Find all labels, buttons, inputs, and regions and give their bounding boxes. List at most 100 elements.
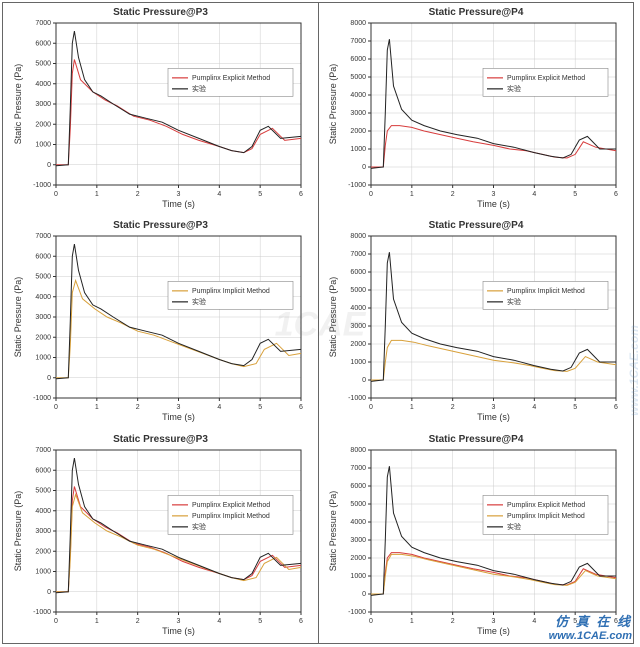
- svg-text:2000: 2000: [35, 335, 51, 342]
- svg-text:0: 0: [54, 618, 58, 625]
- svg-text:6: 6: [299, 404, 303, 411]
- svg-text:Time (s): Time (s): [162, 412, 195, 422]
- svg-text:6000: 6000: [35, 40, 51, 47]
- svg-text:Static Pressure (Pa): Static Pressure (Pa): [13, 277, 23, 358]
- legend-box: [168, 282, 293, 310]
- svg-text:5000: 5000: [35, 274, 51, 281]
- svg-text:4000: 4000: [350, 92, 366, 99]
- chart-svg: 0123456-10000100020003000400050006000700…: [326, 231, 626, 426]
- svg-text:3: 3: [492, 404, 496, 411]
- svg-text:Static Pressure (Pa): Static Pressure (Pa): [13, 64, 23, 145]
- chart-cell: Static Pressure@P40123456-10000100020003…: [318, 430, 633, 643]
- legend-label: 实验: [192, 297, 206, 306]
- svg-text:-1000: -1000: [33, 395, 51, 402]
- legend-label: 实验: [507, 84, 521, 93]
- svg-text:8000: 8000: [350, 447, 366, 454]
- chart-grid: Static Pressure@P30123456-10000100020003…: [2, 2, 634, 644]
- legend-label: 实验: [507, 297, 521, 306]
- svg-text:1: 1: [410, 618, 414, 625]
- chart-title: Static Pressure@P3: [5, 220, 316, 231]
- svg-text:0: 0: [369, 404, 373, 411]
- svg-text:4000: 4000: [35, 81, 51, 88]
- chart-svg: 0123456-10000100020003000400050006000700…: [11, 18, 311, 213]
- svg-text:8000: 8000: [350, 233, 366, 240]
- svg-text:6000: 6000: [350, 56, 366, 63]
- svg-text:0: 0: [369, 618, 373, 625]
- legend-label: 实验: [192, 522, 206, 531]
- svg-text:1000: 1000: [350, 146, 366, 153]
- svg-text:2: 2: [451, 404, 455, 411]
- svg-text:0: 0: [362, 377, 366, 384]
- svg-text:3000: 3000: [350, 537, 366, 544]
- svg-text:0: 0: [47, 375, 51, 382]
- svg-text:-1000: -1000: [33, 182, 51, 189]
- svg-text:6: 6: [614, 404, 618, 411]
- svg-text:4000: 4000: [350, 519, 366, 526]
- svg-text:5000: 5000: [350, 74, 366, 81]
- svg-text:2: 2: [135, 404, 139, 411]
- svg-text:5000: 5000: [350, 501, 366, 508]
- svg-text:0: 0: [54, 191, 58, 198]
- svg-text:4000: 4000: [35, 507, 51, 514]
- svg-text:2: 2: [135, 191, 139, 198]
- svg-text:4: 4: [532, 191, 536, 198]
- footer-stamp: 仿 真 在 线 www.1CAE.com: [549, 614, 632, 643]
- legend-label: Pumplinx Explicit Method: [192, 75, 270, 82]
- svg-text:1: 1: [410, 404, 414, 411]
- svg-text:5: 5: [258, 618, 262, 625]
- legend-label: Pumplinx Implicit Method: [192, 513, 270, 520]
- svg-text:0: 0: [362, 164, 366, 171]
- legend-label: Pumplinx Implicit Method: [192, 288, 270, 295]
- svg-text:4: 4: [217, 404, 221, 411]
- svg-text:6000: 6000: [35, 254, 51, 261]
- svg-text:Time (s): Time (s): [477, 412, 510, 422]
- svg-text:5000: 5000: [35, 61, 51, 68]
- svg-text:7000: 7000: [35, 233, 51, 240]
- svg-text:5000: 5000: [350, 287, 366, 294]
- chart-cell: Static Pressure@P40123456-10000100020003…: [318, 216, 633, 429]
- chart-cell: Static Pressure@P40123456-10000100020003…: [318, 3, 633, 216]
- svg-text:6: 6: [299, 191, 303, 198]
- svg-text:2: 2: [451, 191, 455, 198]
- svg-text:2000: 2000: [35, 548, 51, 555]
- svg-text:1000: 1000: [35, 355, 51, 362]
- chart-svg: 0123456-10000100020003000400050006000700…: [11, 231, 311, 426]
- svg-text:7000: 7000: [350, 251, 366, 258]
- svg-text:7000: 7000: [350, 465, 366, 472]
- legend-label: 实验: [192, 84, 206, 93]
- footer-url: www.1CAE.com: [549, 630, 632, 643]
- chart-title: Static Pressure@P4: [321, 434, 631, 445]
- legend-label: Pumplinx Implicit Method: [507, 513, 585, 520]
- chart-title: Static Pressure@P4: [321, 220, 631, 231]
- legend-box: [483, 68, 608, 96]
- svg-text:2: 2: [451, 618, 455, 625]
- svg-text:Static Pressure (Pa): Static Pressure (Pa): [328, 277, 338, 358]
- legend-label: Pumplinx Explicit Method: [507, 502, 585, 509]
- svg-text:5: 5: [258, 404, 262, 411]
- chart-title: Static Pressure@P3: [5, 434, 316, 445]
- svg-text:3: 3: [492, 191, 496, 198]
- svg-text:0: 0: [54, 404, 58, 411]
- svg-text:-1000: -1000: [348, 609, 366, 616]
- legend-label: 实验: [507, 522, 521, 531]
- svg-text:3: 3: [492, 618, 496, 625]
- svg-text:3000: 3000: [35, 528, 51, 535]
- footer-cn: 仿 真 在 线: [549, 614, 632, 630]
- svg-text:-1000: -1000: [33, 609, 51, 616]
- svg-text:7000: 7000: [35, 20, 51, 27]
- svg-text:3000: 3000: [350, 110, 366, 117]
- svg-text:5: 5: [573, 191, 577, 198]
- svg-text:1000: 1000: [35, 568, 51, 575]
- svg-text:Static Pressure (Pa): Static Pressure (Pa): [13, 490, 23, 571]
- svg-text:Static Pressure (Pa): Static Pressure (Pa): [328, 490, 338, 571]
- legend-label: Pumplinx Explicit Method: [192, 502, 270, 509]
- chart-svg: 0123456-10000100020003000400050006000700…: [11, 445, 311, 640]
- svg-text:Time (s): Time (s): [162, 199, 195, 209]
- svg-text:6000: 6000: [350, 483, 366, 490]
- chart-svg: 0123456-10000100020003000400050006000700…: [326, 445, 626, 640]
- legend-label: Pumplinx Implicit Method: [507, 288, 585, 295]
- svg-text:4: 4: [217, 618, 221, 625]
- svg-text:5000: 5000: [35, 487, 51, 494]
- legend-box: [483, 282, 608, 310]
- svg-text:4: 4: [532, 404, 536, 411]
